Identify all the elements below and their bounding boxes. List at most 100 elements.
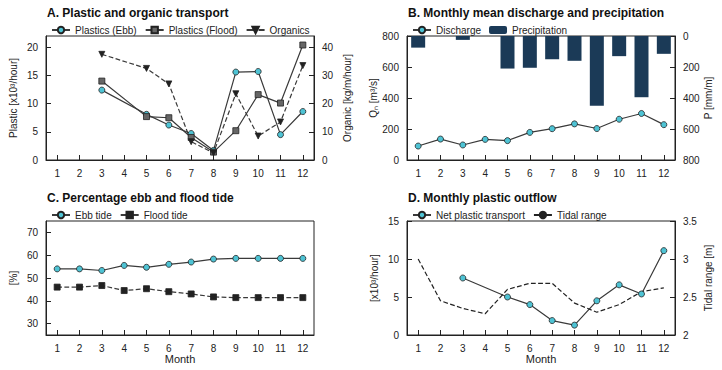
svg-text:5: 5: [393, 292, 399, 303]
svg-text:0: 0: [393, 155, 399, 166]
svg-text:8: 8: [211, 343, 217, 354]
svg-text:10: 10: [253, 168, 265, 179]
svg-text:10: 10: [614, 343, 626, 354]
svg-text:Plastics (Ebb): Plastics (Ebb): [75, 25, 137, 36]
svg-text:Ebb tide: Ebb tide: [75, 210, 112, 221]
svg-text:P [mm/m]: P [mm/m]: [703, 76, 714, 119]
svg-text:0: 0: [322, 155, 328, 166]
svg-text:1: 1: [54, 168, 60, 179]
svg-text:Organics: Organics: [270, 25, 310, 36]
svg-text:6: 6: [527, 168, 533, 179]
svg-text:4: 4: [121, 343, 127, 354]
svg-text:11: 11: [275, 343, 286, 354]
svg-text:10: 10: [614, 168, 626, 179]
svg-text:4: 4: [482, 168, 488, 179]
svg-text:600: 600: [683, 124, 700, 135]
svg-text:10: 10: [27, 98, 39, 109]
svg-text:5: 5: [144, 343, 150, 354]
svg-text:B. Monthly mean discharge and: B. Monthly mean discharge and precipitat…: [408, 6, 664, 20]
svg-text:0: 0: [32, 155, 38, 166]
svg-text:1: 1: [415, 343, 421, 354]
svg-text:3: 3: [460, 343, 466, 354]
svg-text:8: 8: [572, 168, 578, 179]
svg-text:11: 11: [636, 168, 647, 179]
svg-text:800: 800: [382, 31, 399, 42]
svg-text:60: 60: [27, 250, 39, 261]
svg-text:20: 20: [27, 42, 39, 53]
svg-text:0: 0: [683, 31, 689, 42]
svg-text:20: 20: [322, 98, 334, 109]
svg-text:15: 15: [388, 216, 400, 227]
svg-text:5: 5: [505, 343, 511, 354]
svg-text:3: 3: [99, 168, 105, 179]
svg-text:12: 12: [297, 168, 309, 179]
svg-text:800: 800: [683, 155, 700, 166]
svg-text:Net plastic transport: Net plastic transport: [436, 210, 525, 221]
svg-text:5: 5: [144, 168, 150, 179]
svg-text:6: 6: [166, 168, 172, 179]
svg-text:40: 40: [27, 295, 39, 306]
svg-text:10: 10: [322, 126, 334, 137]
svg-text:3: 3: [460, 168, 466, 179]
svg-text:30: 30: [322, 70, 334, 81]
svg-text:11: 11: [636, 343, 647, 354]
svg-text:9: 9: [233, 343, 239, 354]
svg-text:7: 7: [188, 343, 194, 354]
svg-text:3: 3: [683, 254, 689, 265]
svg-text:2: 2: [77, 168, 83, 179]
svg-text:50: 50: [27, 273, 39, 284]
svg-text:5: 5: [32, 126, 38, 137]
svg-text:70: 70: [27, 227, 39, 238]
svg-text:2: 2: [683, 330, 689, 341]
svg-text:7: 7: [549, 168, 555, 179]
svg-text:3.5: 3.5: [683, 216, 697, 227]
svg-text:1: 1: [54, 343, 60, 354]
svg-text:1: 1: [415, 168, 421, 179]
svg-text:12: 12: [297, 343, 309, 354]
svg-text:Plastic [x10³/hour]: Plastic [x10³/hour]: [8, 58, 19, 138]
svg-text:12: 12: [658, 343, 670, 354]
svg-text:40: 40: [322, 42, 334, 53]
svg-text:11: 11: [275, 168, 286, 179]
svg-text:12: 12: [658, 168, 670, 179]
svg-text:7: 7: [188, 168, 194, 179]
svg-text:[%]: [%]: [8, 271, 19, 286]
svg-text:9: 9: [594, 168, 600, 179]
svg-text:4: 4: [482, 343, 488, 354]
svg-text:9: 9: [233, 168, 239, 179]
svg-text:2: 2: [438, 343, 444, 354]
svg-text:400: 400: [382, 93, 399, 104]
svg-text:Organic [kg/m/hour]: Organic [kg/m/hour]: [342, 54, 353, 142]
svg-text:3: 3: [99, 343, 105, 354]
svg-text:8: 8: [211, 168, 217, 179]
svg-text:6: 6: [166, 343, 172, 354]
svg-text:2: 2: [77, 343, 83, 354]
svg-text:10: 10: [388, 254, 400, 265]
svg-text:Tidal range [m]: Tidal range [m]: [703, 245, 714, 312]
svg-text:2: 2: [438, 168, 444, 179]
svg-text:200: 200: [382, 124, 399, 135]
svg-text:Plastics (Flood): Plastics (Flood): [169, 25, 238, 36]
svg-text:Flood tide: Flood tide: [144, 210, 188, 221]
svg-text:400: 400: [683, 93, 700, 104]
svg-text:A. Plastic and organic transpo: A. Plastic and organic transport: [47, 6, 228, 20]
svg-text:600: 600: [382, 62, 399, 73]
svg-text:[x10³/hour]: [x10³/hour]: [369, 254, 380, 302]
svg-text:9: 9: [594, 343, 600, 354]
svg-text:0: 0: [393, 330, 399, 341]
svg-text:30: 30: [27, 318, 39, 329]
svg-text:8: 8: [572, 343, 578, 354]
svg-text:6: 6: [527, 343, 533, 354]
svg-text:10: 10: [253, 343, 265, 354]
svg-text:Month: Month: [526, 353, 557, 365]
svg-text:Precipitation: Precipitation: [512, 25, 567, 36]
svg-text:200: 200: [683, 62, 700, 73]
svg-text:D. Monthly plastic outflow: D. Monthly plastic outflow: [408, 191, 557, 205]
svg-text:Month: Month: [165, 353, 196, 365]
svg-text:4: 4: [121, 168, 127, 179]
svg-text:Discharge: Discharge: [436, 25, 481, 36]
svg-text:2.5: 2.5: [683, 292, 697, 303]
svg-text:Qₙ [m³/s]: Qₙ [m³/s]: [368, 78, 379, 118]
svg-text:Tidal range: Tidal range: [557, 210, 607, 221]
svg-text:C. Percentage ebb and flood ti: C. Percentage ebb and flood tide: [47, 191, 234, 205]
